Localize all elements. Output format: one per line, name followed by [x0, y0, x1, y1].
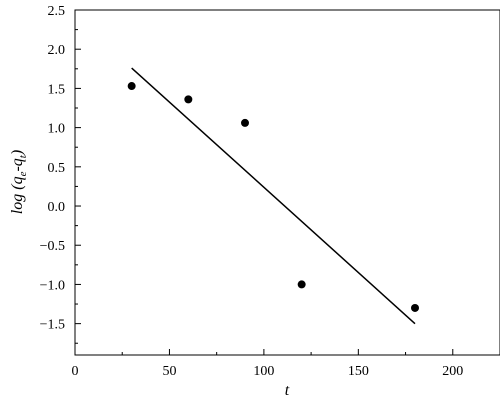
y-axis-title-q1: q: [9, 176, 26, 184]
data-point: [184, 95, 193, 104]
x-tick-label: 0: [72, 364, 79, 379]
data-point: [411, 303, 419, 312]
fit-line: [131, 67, 416, 325]
y-tick-label: 0.5: [48, 161, 66, 176]
y-axis-title: log (qe-qt): [9, 150, 29, 214]
y-tick-label: −0.5: [40, 239, 65, 254]
x-tick-label: 50: [162, 364, 176, 379]
plot-series: [127, 67, 419, 325]
x-axis: 0 50 100 150 200: [72, 349, 463, 379]
y-tick-label: 2.0: [48, 43, 66, 58]
data-point: [241, 118, 249, 127]
y-tick-label: 1.5: [48, 82, 66, 97]
x-tick-label: 150: [348, 364, 369, 379]
y-tick-label: −1.5: [40, 318, 65, 333]
y-axis: −1.5 −1.0 −0.5 0.0 0.5 1.0 1.5 2.0 2.5: [40, 4, 81, 344]
y-tick-label: −1.0: [40, 278, 65, 293]
data-point: [297, 280, 306, 289]
x-tick-label: 200: [442, 364, 463, 379]
plot-frame: [74, 9, 500, 356]
y-axis-title-q2: q: [9, 158, 26, 166]
y-axis-title-q1-sub: e: [17, 171, 29, 176]
y-tick-label: 0.0: [48, 200, 66, 215]
x-tick-label: 100: [253, 364, 274, 379]
y-tick-label: 1.0: [48, 122, 66, 137]
y-axis-title-suffix: ): [9, 150, 26, 156]
y-axis-title-q2-sub: t: [17, 154, 29, 158]
x-axis-title: t: [285, 382, 290, 399]
y-axis-title-prefix: log (: [9, 183, 26, 214]
y-axis-title-minus: -: [9, 166, 26, 171]
y-tick-label: 2.5: [48, 4, 66, 19]
data-point: [127, 82, 136, 91]
